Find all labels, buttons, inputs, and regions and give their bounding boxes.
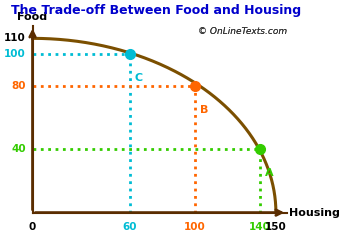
Text: 110: 110	[4, 33, 26, 43]
Text: © OnLineTexts.com: © OnLineTexts.com	[197, 27, 287, 36]
Text: Housing: Housing	[289, 208, 340, 218]
Text: 100: 100	[4, 49, 26, 59]
Text: C: C	[135, 73, 143, 83]
Title: The Trade-off Between Food and Housing: The Trade-off Between Food and Housing	[11, 4, 301, 17]
Text: 150: 150	[265, 222, 287, 232]
Text: © OnLineTexts.com: © OnLineTexts.com	[197, 27, 287, 36]
Text: B: B	[200, 105, 208, 115]
Text: 100: 100	[184, 222, 206, 232]
Text: Food: Food	[18, 13, 47, 23]
Text: 0: 0	[29, 222, 36, 232]
Text: 40: 40	[11, 144, 26, 154]
Text: 60: 60	[123, 222, 137, 232]
Text: 80: 80	[12, 81, 26, 91]
Text: A: A	[265, 168, 273, 178]
Text: 140: 140	[249, 222, 271, 232]
